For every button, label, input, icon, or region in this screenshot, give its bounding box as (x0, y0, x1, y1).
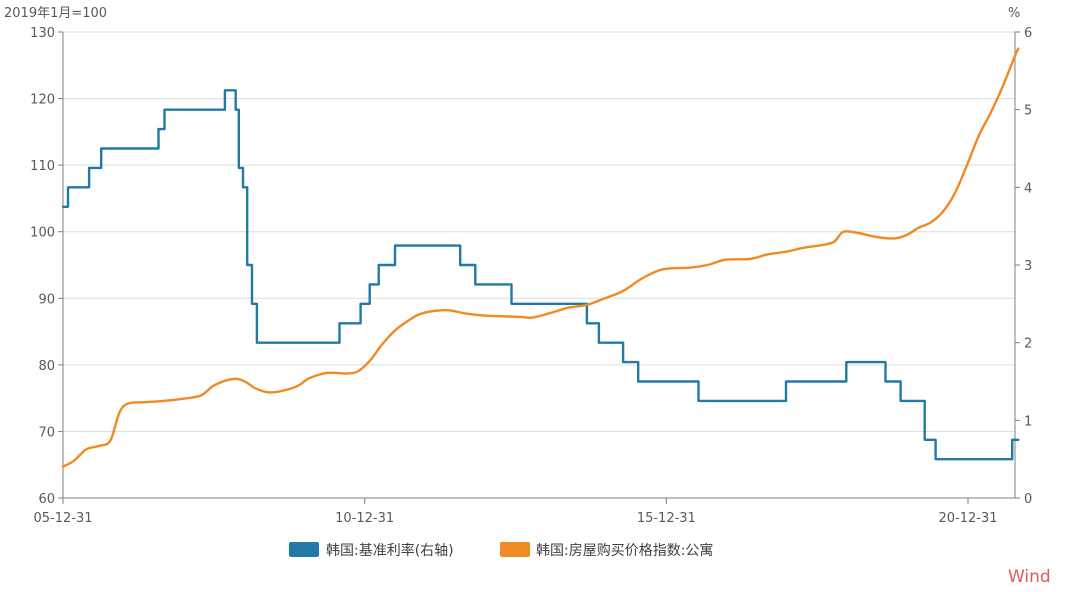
legend-label-rate: 韩国:基准利率(右轴) (326, 542, 454, 559)
left-axis-unit: 2019年1月=100 (4, 6, 107, 21)
right-axis-ticks: 0 1 2 3 4 5 6 (1015, 26, 1032, 507)
left-tick-label: 110 (30, 159, 55, 174)
left-tick-label: 70 (38, 425, 55, 440)
watermark: Wind (1008, 567, 1051, 587)
gridlines (63, 31, 1015, 432)
x-axis-ticks: 05-12-31 10-12-31 15-12-31 20-12-31 (33, 498, 998, 526)
left-tick-label: 120 (30, 93, 55, 108)
series-lines (61, 47, 1020, 468)
x-tick-label: 10-12-31 (335, 511, 394, 526)
left-tick-label: 100 (30, 226, 55, 241)
right-tick-label: 5 (1024, 104, 1032, 119)
left-tick-label: 60 (38, 492, 55, 507)
right-tick-label: 1 (1024, 414, 1032, 429)
axes (62, 32, 1016, 499)
legend-swatch-price (500, 542, 530, 557)
legend-swatch-rate (289, 542, 319, 557)
series-line-price (61, 47, 1020, 468)
left-tick-label: 130 (30, 26, 55, 41)
legend: 韩国:基准利率(右轴) 韩国:房屋购买价格指数:公寓 (289, 542, 713, 559)
x-tick-label: 20-12-31 (938, 511, 997, 526)
right-tick-label: 3 (1024, 259, 1032, 274)
right-tick-label: 4 (1024, 181, 1032, 196)
series-line-rate (61, 89, 1020, 461)
left-tick-label: 90 (38, 292, 55, 307)
right-tick-label: 0 (1024, 492, 1032, 507)
right-tick-label: 6 (1024, 26, 1032, 41)
x-tick-label: 15-12-31 (637, 511, 696, 526)
left-tick-label: 80 (38, 359, 55, 374)
legend-label-price: 韩国:房屋购买价格指数:公寓 (536, 542, 713, 559)
left-axis-ticks: 60 70 80 90 100 110 120 130 (30, 26, 63, 507)
x-tick-label: 05-12-31 (33, 511, 92, 526)
right-tick-label: 2 (1024, 337, 1032, 352)
right-axis-unit: % (1008, 6, 1020, 21)
